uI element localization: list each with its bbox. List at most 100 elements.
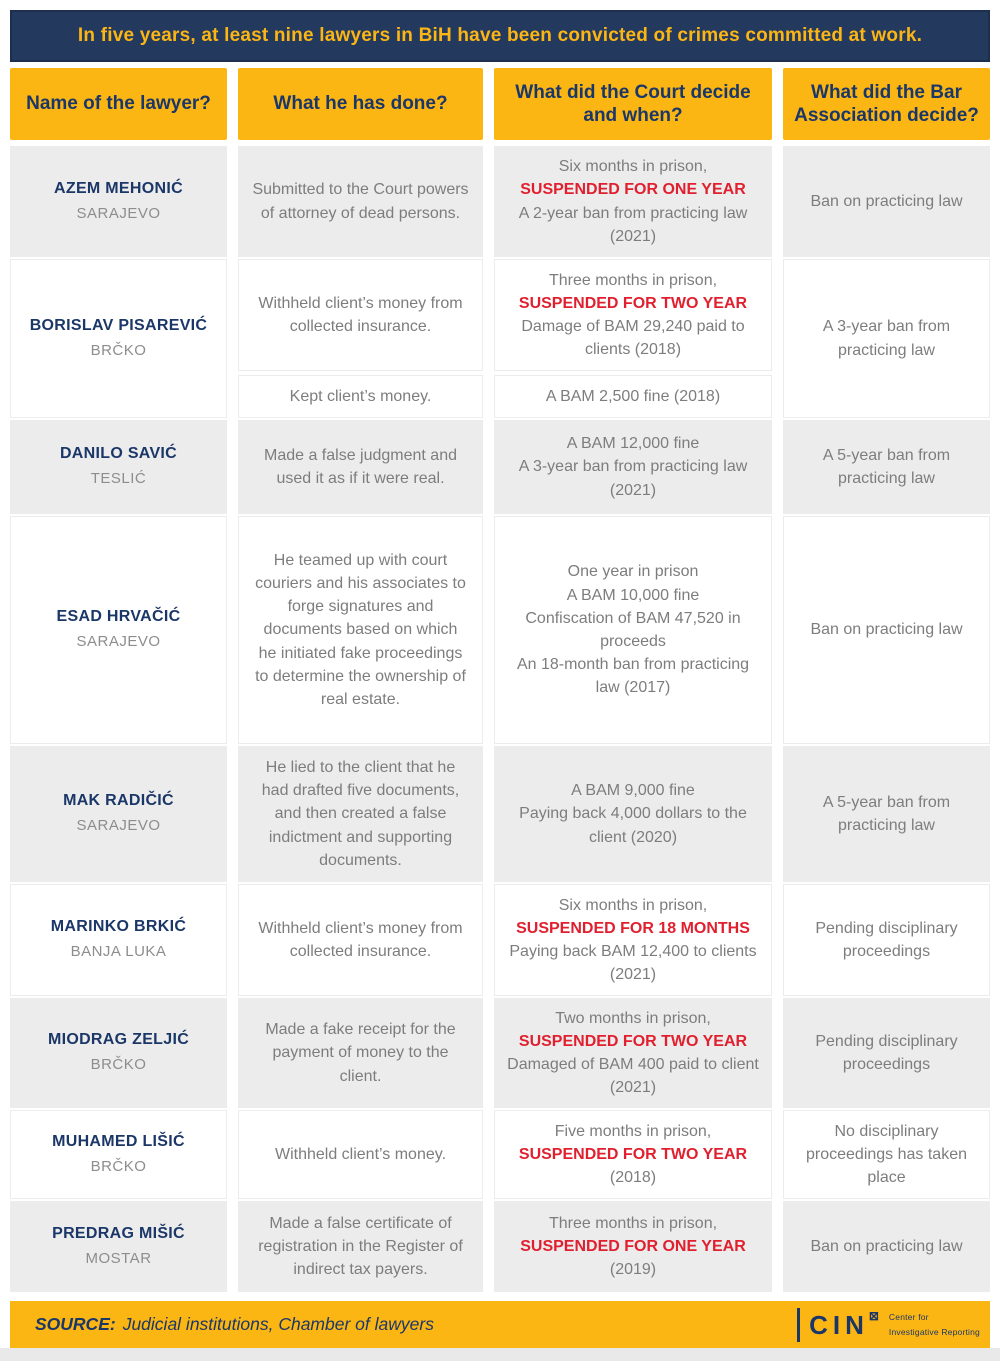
- court-line-emphasis: SUSPENDED FOR TWO YEAR: [518, 294, 748, 312]
- deed-cell: Withheld client’s money.: [238, 1110, 483, 1199]
- lawyer-name: MAK RADIČIĆ: [63, 792, 174, 810]
- cin-tagline-line2: Investigative Reporting: [888, 1326, 980, 1337]
- cin-tagline-line1: Center for: [888, 1312, 929, 1323]
- lawyer-city: BRČKO: [90, 341, 147, 359]
- lawyer-city: SARAJEVO: [76, 204, 161, 222]
- lawyer-city: BANJA LUKA: [70, 943, 167, 961]
- deed-cell: Made a fake receipt for the payment of m…: [238, 998, 483, 1108]
- bar-decision-cell: A 3-year ban from practicing law: [783, 259, 990, 418]
- deed-cell: Withheld client’s money from collected i…: [238, 259, 483, 371]
- lawyer-name: AZEM MEHONIĆ: [54, 179, 183, 197]
- deed-cell: Submitted to the Court powers of attorne…: [238, 146, 483, 257]
- lawyer-cell: BORISLAV PISAREVIĆ BRČKO: [10, 259, 227, 418]
- bar-decision-cell: A 5-year ban from practicing law: [783, 746, 990, 882]
- lawyer-cell: MAK RADIČIĆ SARAJEVO: [10, 746, 227, 882]
- lawyer-name: MUHAMED LIŠIĆ: [52, 1132, 185, 1150]
- court-decision-cell: Six months in prison, SUSPENDED FOR 18 M…: [494, 884, 772, 996]
- deed-cell: He teamed up with court couriers and his…: [238, 516, 483, 744]
- bar-decision-text: Ban on practicing law: [810, 621, 963, 639]
- court-decision-cell: Three months in prison, SUSPENDED FOR ON…: [494, 1201, 772, 1292]
- deed-text: Made a false judgment and used it as if …: [263, 446, 457, 487]
- lawyer-name: PREDRAG MIŠIĆ: [52, 1224, 185, 1242]
- lawyer-name: BORISLAV PISAREVIĆ: [29, 316, 208, 334]
- lawyer-cell: MARINKO BRKIĆ BANJA LUKA: [10, 884, 227, 996]
- deed-cell: Made a false certificate of registration…: [238, 1201, 483, 1292]
- court-decision-cell: Six months in prison, SUSPENDED FOR ONE …: [494, 146, 772, 257]
- source: SOURCE: Judicial institutions, Chamber of…: [35, 1314, 434, 1335]
- deed-cell: Made a false judgment and used it as if …: [238, 420, 483, 514]
- court-decision-cell: Five months in prison, SUSPENDED FOR TWO…: [494, 1110, 772, 1199]
- table-row: DANILO SAVIĆ TESLIĆ Made a false judgmen…: [10, 420, 990, 514]
- deed-text: Kept client’s money.: [289, 387, 432, 405]
- table-row: PREDRAG MIŠIĆ MOSTAR Made a false certif…: [10, 1201, 990, 1292]
- lawyer-name: MIODRAG ZELJIĆ: [47, 1031, 190, 1049]
- bar-decision-text: No disciplinary proceedings has taken pl…: [806, 1122, 967, 1187]
- court-line: Paying back 4,000 dollars to the client …: [519, 805, 747, 846]
- court-line: Five months in prison,: [554, 1122, 712, 1140]
- court-line: (2019): [609, 1261, 657, 1279]
- bar-decision-text: A 5-year ban from practicing law: [822, 793, 951, 834]
- deed-text: Made a false certificate of registration…: [258, 1214, 463, 1279]
- table-row: MAK RADIČIĆ SARAJEVO He lied to the clie…: [10, 746, 990, 882]
- lawyer-name: DANILO SAVIĆ: [59, 445, 178, 463]
- cin-logo: CIN ⊠ Center for Investigative Reporting: [797, 1307, 980, 1342]
- lawyer-city: SARAJEVO: [76, 633, 161, 651]
- source-label: SOURCE:: [35, 1314, 116, 1334]
- lawyer-city: BRČKO: [90, 1157, 147, 1175]
- court-line: Six months in prison,: [558, 158, 708, 176]
- lawyer-cell: PREDRAG MIŠIĆ MOSTAR: [10, 1201, 227, 1292]
- bar-decision-cell: Pending disciplinary proceedings: [783, 998, 990, 1108]
- deed-text: Made a fake receipt for the payment of m…: [265, 1021, 456, 1085]
- court-line: An 18-month ban from practicing law (201…: [516, 656, 750, 697]
- column-header-bar: What did the Bar Association decide?: [783, 68, 990, 140]
- bar-decision-cell: Ban on practicing law: [783, 146, 990, 257]
- bar-decision-cell: Ban on practicing law: [783, 1201, 990, 1292]
- bar-decision-text: Ban on practicing law: [810, 1237, 963, 1255]
- bar-decision-text: Ban on practicing law: [810, 192, 963, 210]
- bar-decision-text: A 5-year ban from practicing law: [822, 446, 951, 487]
- court-line-emphasis: SUSPENDED FOR TWO YEAR: [518, 1032, 748, 1050]
- court-line: Three months in prison,: [548, 271, 718, 289]
- bar-decision-cell: Ban on practicing law: [783, 516, 990, 744]
- bar-decision-text: Pending disciplinary proceedings: [815, 919, 958, 960]
- page-title: In five years, at least nine lawyers in …: [77, 25, 923, 46]
- table-row: ESAD HRVAČIĆ SARAJEVO He teamed up with …: [10, 516, 990, 744]
- bar-decision-text: A 3-year ban from practicing law: [822, 318, 951, 359]
- table-row: AZEM MEHONIĆ SARAJEVO Submitted to the C…: [10, 146, 990, 257]
- court-line: A BAM 10,000 fine: [566, 586, 700, 604]
- deed-cell: Kept client’s money.: [238, 375, 483, 418]
- table-row: BORISLAV PISAREVIĆ BRČKO Withheld client…: [10, 259, 990, 418]
- court-line-emphasis: SUSPENDED FOR TWO YEAR: [518, 1145, 748, 1163]
- bar-decision-cell: A 5-year ban from practicing law: [783, 420, 990, 514]
- court-line: (2018): [609, 1169, 657, 1187]
- deed-text: Withheld client’s money from collected i…: [258, 294, 463, 335]
- court-line: A 3-year ban from practicing law (2021): [518, 458, 748, 499]
- cin-tagline: Center for Investigative Reporting: [889, 1310, 980, 1339]
- deed-text: Submitted to the Court powers of attorne…: [252, 181, 469, 222]
- bar-decision-cell: Pending disciplinary proceedings: [783, 884, 990, 996]
- court-line: Confiscation of BAM 47,520 in proceeds: [525, 609, 741, 650]
- source-bar: SOURCE: Judicial institutions, Chamber of…: [10, 1301, 990, 1348]
- deed-cell: Withheld client’s money from collected i…: [238, 884, 483, 996]
- court-line: Two months in prison,: [555, 1009, 711, 1027]
- lawyer-cell: ESAD HRVAČIĆ SARAJEVO: [10, 516, 227, 744]
- court-line: Six months in prison,: [558, 896, 708, 914]
- lawyer-city: MOSTAR: [85, 1249, 152, 1267]
- lawyer-cell: MUHAMED LIŠIĆ BRČKO: [10, 1110, 227, 1199]
- deed-text: Withheld client’s money from collected i…: [258, 919, 463, 960]
- lawyer-cell: MIODRAG ZELJIĆ BRČKO: [10, 998, 227, 1108]
- court-line-emphasis: SUSPENDED FOR ONE YEAR: [520, 181, 746, 199]
- table-row: MIODRAG ZELJIĆ BRČKO Made a fake receipt…: [10, 998, 990, 1108]
- bar-decision-text: Pending disciplinary proceedings: [815, 1032, 958, 1073]
- court-decision-cell: Three months in prison, SUSPENDED FOR TW…: [494, 259, 772, 371]
- deed-text: Withheld client’s money.: [274, 1145, 447, 1163]
- lawyer-cell: AZEM MEHONIĆ SARAJEVO: [10, 146, 227, 257]
- court-line: Damage of BAM 29,240 paid to clients (20…: [521, 318, 745, 359]
- court-line: Paying back BAM 12,400 to clients (2021): [509, 943, 757, 984]
- column-header-name: Name of the lawyer?: [10, 68, 227, 140]
- court-decision-cell: A BAM 2,500 fine (2018): [494, 375, 772, 418]
- deed-cell: He lied to the client that he had drafte…: [238, 746, 483, 882]
- court-decision-cell: Two months in prison, SUSPENDED FOR TWO …: [494, 998, 772, 1108]
